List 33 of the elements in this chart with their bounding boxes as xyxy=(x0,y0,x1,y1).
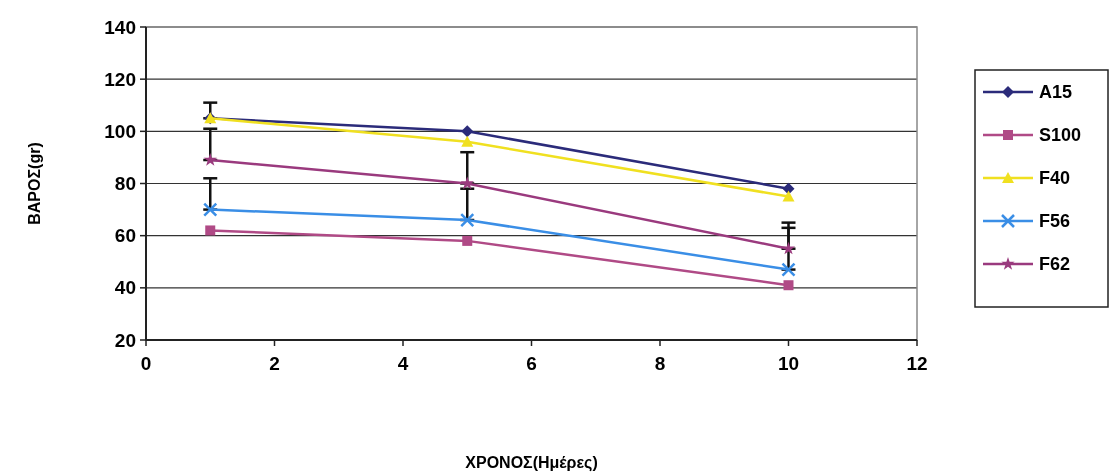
x-tick-label: 4 xyxy=(397,353,409,374)
x-tick-label: 12 xyxy=(906,353,928,374)
legend-label: A15 xyxy=(1039,82,1073,103)
x-tick-label: 0 xyxy=(140,353,152,374)
legend-label: S100 xyxy=(1039,125,1082,146)
point xyxy=(462,235,473,246)
point xyxy=(781,262,796,277)
y-tick-label: 40 xyxy=(114,277,136,299)
legend-label: F56 xyxy=(1039,211,1071,232)
point xyxy=(782,190,795,202)
y-tick-label: 60 xyxy=(114,225,136,247)
y-tick-label: 140 xyxy=(104,16,136,38)
y-tick-label: 100 xyxy=(104,120,136,142)
legend-label: F40 xyxy=(1039,168,1071,189)
y-axis-title: ΒΑΡΟΣ(gr) xyxy=(26,142,43,225)
point xyxy=(783,280,794,291)
point xyxy=(461,125,474,138)
x-tick-label: 2 xyxy=(269,353,280,374)
point xyxy=(781,241,796,255)
point xyxy=(460,176,474,190)
point xyxy=(205,225,216,236)
point xyxy=(461,135,474,147)
point xyxy=(203,202,218,217)
y-tick-label: 120 xyxy=(104,68,136,90)
y-tick-label: 20 xyxy=(114,329,136,351)
x-tick-label: 10 xyxy=(777,353,800,374)
y-tick-label: 80 xyxy=(114,173,136,195)
legend-label: F62 xyxy=(1039,254,1071,275)
x-axis-title: ΧΡΟΝΟΣ(Ημέρες) xyxy=(465,454,598,472)
point xyxy=(460,212,475,228)
x-tick-label: 6 xyxy=(526,353,537,374)
point xyxy=(203,153,217,166)
x-tick-label: 8 xyxy=(654,353,666,374)
